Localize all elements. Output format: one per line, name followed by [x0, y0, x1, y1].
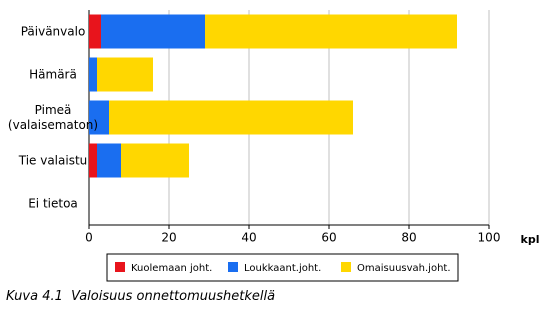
bar-segment — [89, 14, 101, 49]
bar-segment — [205, 14, 457, 49]
x-tick-label: 40 — [241, 231, 256, 245]
x-axis-label: kpl — [521, 233, 540, 246]
x-tick-label: 80 — [401, 231, 416, 245]
x-tick-label: 60 — [321, 231, 336, 245]
y-tick-label: Hämärä — [29, 67, 77, 81]
legend-label: Kuolemaan joht. — [131, 263, 212, 274]
caption: Kuva 4.1 Valoisuus onnettomuushetkellä — [6, 289, 276, 304]
bar-segment — [109, 100, 353, 135]
x-tick-label: 20 — [161, 231, 176, 245]
legend-swatch — [341, 262, 351, 272]
x-tick-label: 100 — [478, 231, 501, 245]
bar-segment — [97, 143, 121, 178]
legend-swatch — [115, 262, 125, 272]
legend-swatch — [228, 262, 238, 272]
bar-segment — [89, 57, 97, 92]
bar-segment — [97, 57, 153, 92]
legend-label: Loukkaant.joht. — [244, 263, 321, 274]
bar-segment — [101, 14, 205, 49]
legend-box — [106, 253, 459, 282]
y-tick-label: Tie valaistu — [18, 153, 88, 167]
legend-label: Omaisuusvah.joht. — [357, 263, 451, 274]
bar-segment — [121, 143, 189, 178]
bar-segment — [89, 100, 109, 135]
bar-segment — [89, 143, 97, 178]
y-tick-label: Pimeä (valaisematon) — [7, 102, 99, 132]
y-tick-label: Päivänvalo — [20, 24, 86, 38]
y-tick-label: Ei tietoa — [28, 196, 78, 210]
x-tick-label: 0 — [85, 231, 93, 245]
